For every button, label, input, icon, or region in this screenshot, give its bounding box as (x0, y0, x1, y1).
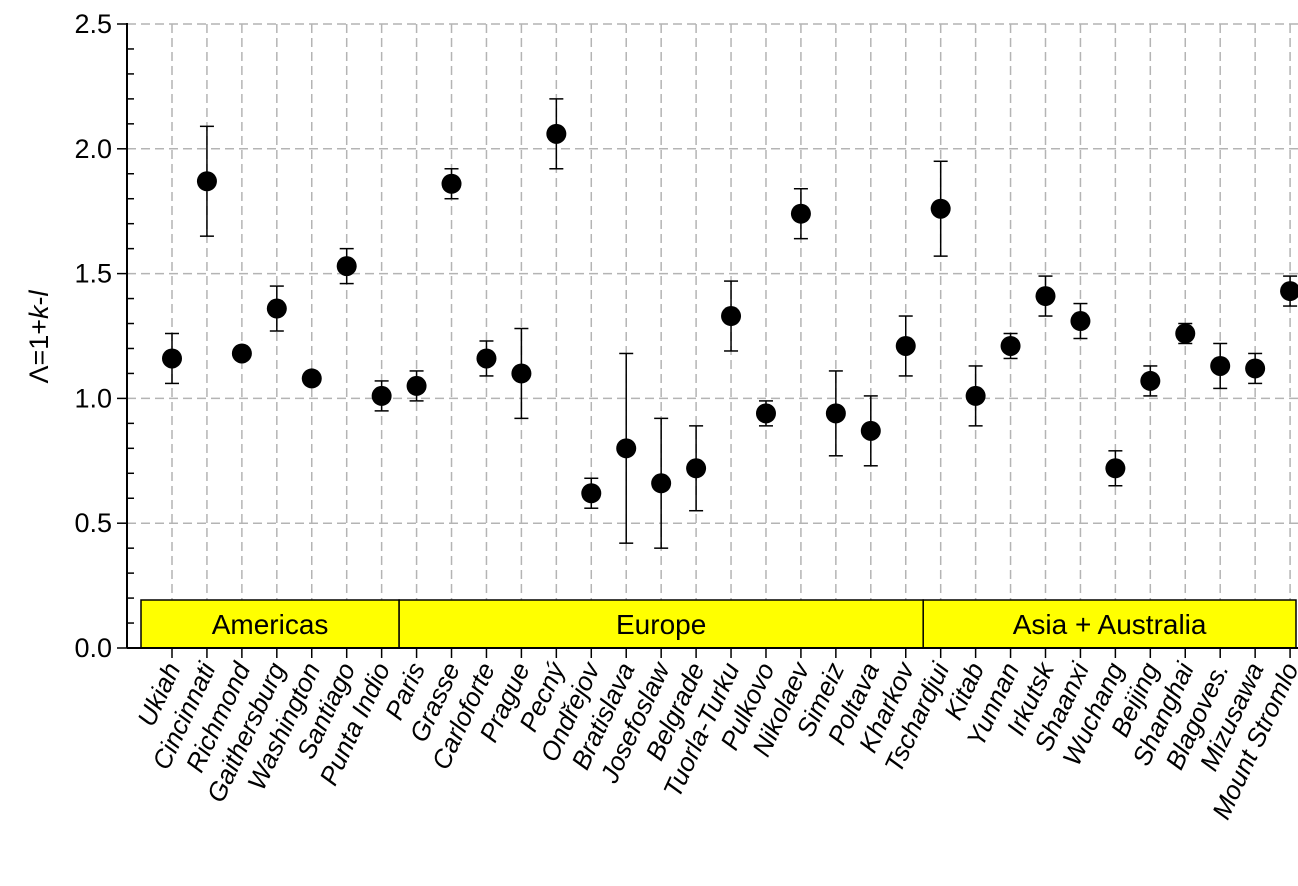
y-tick-labels: 0.0 0.5 1.0 1.5 2.0 2.5 (74, 9, 112, 663)
data-point (756, 403, 776, 423)
y-tick-label: 0.5 (74, 508, 112, 538)
data-point (162, 348, 182, 368)
y-axis-label-part: Λ=1+ (24, 319, 54, 384)
data-point (1245, 358, 1265, 378)
category-labels: UkiahCincinnatiRichmondGaithersburgWashi… (131, 656, 1298, 824)
y-axis-label: Λ=1+k-l (24, 289, 54, 383)
y-axis-label-part: - (24, 296, 54, 305)
data-point (581, 483, 601, 503)
y-tick-label: 1.0 (74, 383, 112, 413)
data-point (546, 124, 566, 144)
data-point (651, 473, 671, 493)
data-point (197, 171, 217, 191)
y-tick-label: 2.5 (74, 9, 112, 39)
data-point (966, 386, 986, 406)
data-point (616, 438, 636, 458)
data-point (1105, 458, 1125, 478)
region-label: Europe (616, 609, 706, 640)
data-points (162, 124, 1298, 503)
y-tick-label: 1.5 (74, 259, 112, 289)
data-point (442, 174, 462, 194)
axes (117, 23, 1298, 658)
data-point (337, 256, 357, 276)
data-point (476, 348, 496, 368)
data-point (232, 343, 252, 363)
data-point (1140, 371, 1160, 391)
data-point (407, 376, 427, 396)
data-point (791, 204, 811, 224)
y-tick-label: 0.0 (74, 633, 112, 663)
region-bands: Americas Europe Asia + Australia (141, 600, 1296, 648)
y-axis-label-part: l (24, 289, 54, 296)
data-point (721, 306, 741, 326)
grid-lines (127, 24, 1298, 648)
data-point (1280, 281, 1298, 301)
data-point (896, 336, 916, 356)
data-point (1175, 324, 1195, 344)
data-point (686, 458, 706, 478)
data-point (302, 368, 322, 388)
data-point (511, 363, 531, 383)
data-point (372, 386, 392, 406)
data-point (1210, 356, 1230, 376)
data-point (267, 299, 287, 319)
region-label: Asia + Australia (1013, 609, 1207, 640)
data-point (931, 199, 951, 219)
data-point (1001, 336, 1021, 356)
data-point (1036, 286, 1056, 306)
region-label: Americas (212, 609, 329, 640)
data-point (1070, 311, 1090, 331)
data-point (861, 421, 881, 441)
data-point (826, 403, 846, 423)
y-tick-label: 2.0 (74, 134, 112, 164)
